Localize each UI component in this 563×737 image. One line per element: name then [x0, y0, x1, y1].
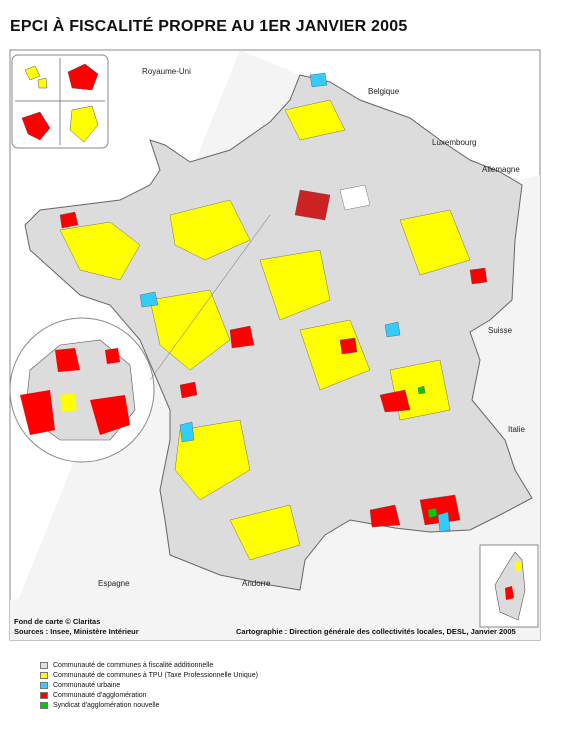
legend-swatch [40, 661, 48, 669]
map: Royaume-Uni Belgique Luxembourg Allemagn… [9, 49, 541, 641]
legend-swatch [40, 691, 48, 699]
legend-item: Communauté d'agglomération [40, 690, 258, 700]
legend-label: Communauté d'agglomération [53, 691, 147, 699]
credit: Fond de carte © Claritas [14, 617, 100, 626]
place-label: Allemagne [482, 165, 520, 174]
legend-item: Communauté urbaine [40, 680, 258, 690]
place-label: Belgique [368, 87, 400, 96]
legend-label: Syndicat d'agglomération nouvelle [53, 701, 160, 709]
credit: Cartographie : Direction générale des co… [236, 627, 516, 636]
epci-patches [59, 72, 488, 561]
legend-label: Communauté de communes à TPU (Taxe Profe… [53, 671, 258, 679]
france-outline [24, 74, 533, 591]
legend-item: Communauté de communes à TPU (Taxe Profe… [40, 670, 258, 680]
legend-swatch [40, 681, 48, 689]
corsica-inset [479, 544, 539, 628]
credit: Sources : Insee, Ministère Intérieur [14, 627, 139, 636]
place-label: Espagne [98, 579, 130, 588]
place-label: Italie [508, 425, 525, 434]
legend-swatch [40, 701, 48, 709]
place-label: Luxembourg [432, 138, 476, 147]
place-label: Andorre [242, 579, 271, 588]
legend-label: Communauté de communes à fiscalité addit… [53, 661, 214, 669]
legend: Communauté de communes à fiscalité addit… [40, 660, 258, 710]
legend-label: Communauté urbaine [53, 681, 121, 689]
legend-item: Syndicat d'agglomération nouvelle [40, 700, 258, 710]
title: EPCI À FISCALITÉ PROPRE AU 1ER JANVIER 2… [10, 18, 408, 35]
overseas-inset [11, 54, 109, 149]
legend-swatch [40, 671, 48, 679]
paris-inset [9, 214, 271, 463]
place-label: Suisse [488, 326, 513, 335]
place-label: Royaume-Uni [142, 67, 191, 76]
legend-item: Communauté de communes à fiscalité addit… [40, 660, 258, 670]
